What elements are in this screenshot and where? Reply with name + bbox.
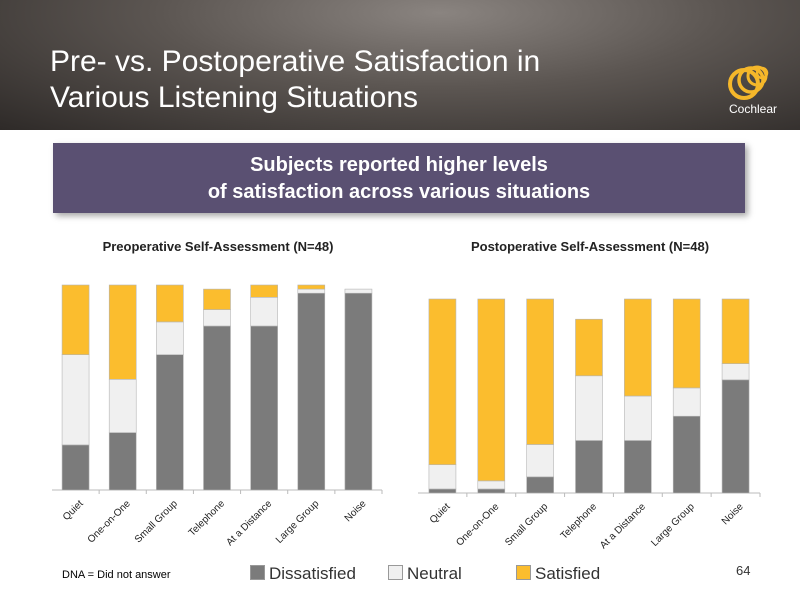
x-tick-label: Large Group [649, 501, 697, 549]
bar-segment-neutral [672, 387, 701, 417]
x-tick-label: Small Group [503, 501, 550, 548]
slide-title-line2: Various Listening Situations [50, 81, 418, 114]
bar-segment-dissatisfied [477, 488, 506, 494]
legend-item-satisfied: Satisfied [516, 564, 600, 584]
bar-segment-dissatisfied [61, 444, 90, 491]
cochlear-logo-icon [728, 65, 769, 100]
bar-segment-dissatisfied [428, 488, 457, 494]
bar-segment-dissatisfied [624, 440, 652, 494]
bar-segment-satisfied [672, 298, 701, 389]
bar-segment-dissatisfied [250, 325, 278, 491]
bar-segment-satisfied [428, 298, 457, 466]
x-tick-label: Quiet [428, 501, 453, 526]
banner-line1: Subjects reported higher levels [250, 154, 548, 176]
chart-title: Postoperative Self-Assessment (N=48) [471, 239, 709, 254]
bar-segment-neutral [344, 288, 373, 294]
bar-segment-satisfied [156, 284, 184, 323]
bar-segment-neutral [624, 395, 652, 441]
x-tick-label: At a Distance [598, 501, 648, 551]
bar-segment-satisfied [108, 284, 137, 380]
x-tick-label: Noise [343, 498, 369, 524]
x-tick-label: One-on-One [454, 501, 501, 548]
bar-segment-neutral [156, 321, 184, 355]
slide-title-line1: Pre- vs. Postoperative Satisfaction in [50, 45, 541, 78]
x-tick-label: Large Group [274, 498, 322, 546]
legend-label-satisfied: Satisfied [535, 564, 601, 583]
chart-title: Preoperative Self-Assessment (N=48) [103, 239, 334, 254]
legend-item-neutral: Neutral [388, 564, 462, 584]
x-tick-label: At a Distance [224, 498, 274, 548]
bar-segment-satisfied [250, 284, 278, 298]
bar-segment-neutral [203, 309, 231, 327]
legend-item-dissatisfied: Dissatisfied [250, 564, 356, 584]
bar-segment-satisfied [526, 298, 554, 445]
legend-label-dissatisfied: Dissatisfied [269, 564, 356, 583]
bar-segment-dissatisfied [344, 292, 373, 491]
page-number: 64 [736, 563, 751, 578]
bar-segment-neutral [575, 375, 603, 441]
x-tick-label: Telephone [187, 498, 228, 539]
legend-swatch-satisfied [516, 565, 531, 580]
bar-segment-dissatisfied [297, 292, 326, 491]
bar-segment-satisfied [624, 298, 652, 397]
bar-segment-neutral [721, 363, 750, 381]
x-tick-label: One-on-One [86, 498, 133, 545]
bar-segment-satisfied [721, 298, 750, 364]
slide-header: Pre- vs. Postoperative Satisfaction in V… [0, 0, 800, 130]
chart-preoperative: Preoperative Self-Assessment (N=48) Quiet… [52, 239, 383, 548]
x-tick-label: Noise [720, 501, 746, 527]
bar-segment-dissatisfied [721, 379, 750, 494]
chart-postoperative: Postoperative Self-Assessment (N=48) Quie… [418, 239, 761, 551]
bar-segment-neutral [477, 480, 506, 490]
slide-title: Pre- vs. Postoperative Satisfaction in V… [50, 44, 670, 116]
bar-segment-neutral [297, 288, 326, 294]
footnote-dna: DNA = Did not answer [62, 569, 171, 581]
bar-segment-dissatisfied [575, 440, 603, 494]
bar-segment-satisfied [297, 284, 326, 290]
bar-segment-satisfied [61, 284, 90, 355]
x-tick-label: Telephone [559, 501, 600, 542]
bar-segment-dissatisfied [672, 415, 701, 494]
cochlear-logo: Cochlear [716, 60, 790, 120]
bar-segment-satisfied [477, 298, 506, 482]
bar-segment-neutral [108, 378, 137, 433]
key-message-banner: Subjects reported higher levels of satis… [53, 143, 745, 213]
bar-segment-dissatisfied [108, 432, 137, 491]
legend-swatch-neutral [388, 565, 403, 580]
bar-segment-dissatisfied [526, 476, 554, 494]
bar-segment-satisfied [203, 288, 231, 310]
bar-segment-dissatisfied [203, 325, 231, 491]
bar-segment-satisfied [575, 318, 603, 377]
bar-segment-neutral [428, 464, 457, 490]
bar-segment-dissatisfied [156, 354, 184, 491]
legend-swatch-dissatisfied [250, 565, 265, 580]
x-tick-label: Quiet [61, 498, 86, 523]
bar-segment-neutral [250, 296, 278, 327]
x-tick-label: Small Group [133, 498, 180, 545]
bar-segment-neutral [61, 354, 90, 446]
cochlear-logo-text: Cochlear [728, 102, 778, 116]
bar-segment-neutral [526, 444, 554, 478]
banner-line2: of satisfaction across various situation… [207, 181, 591, 203]
legend-label-neutral: Neutral [407, 564, 462, 583]
